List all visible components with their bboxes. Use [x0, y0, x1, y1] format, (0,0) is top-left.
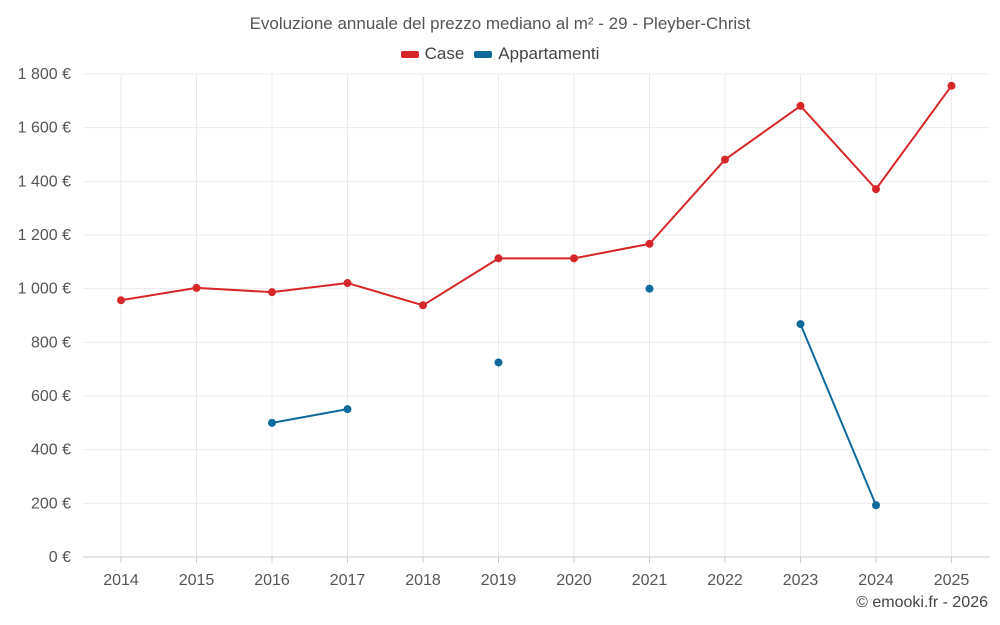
y-tick-label: 200 € — [31, 495, 71, 512]
data-point-case[interactable] — [268, 288, 276, 297]
data-point-appartamenti[interactable] — [343, 405, 352, 414]
series-line-case — [195, 286, 273, 294]
data-point-case[interactable] — [721, 155, 729, 164]
y-tick-label: 600 € — [31, 388, 71, 405]
data-point-case[interactable] — [494, 254, 503, 263]
x-tick-label: 2021 — [632, 572, 668, 589]
y-tick-label: 1 600 € — [18, 120, 71, 137]
series-line-case — [573, 242, 651, 260]
y-tick-label: 1 400 € — [18, 173, 71, 190]
y-tick-label: 400 € — [31, 442, 71, 459]
data-point-case[interactable] — [419, 301, 427, 310]
data-point-case[interactable] — [947, 81, 956, 90]
axes: 0 € 200 € 400 € 600 € 800 € 1 000 € 1 200 € 1 4… — [18, 66, 990, 589]
x-tick-label: 2020 — [556, 572, 592, 589]
x-tick-label: 2025 — [934, 572, 970, 589]
data-point-appartamenti[interactable] — [796, 320, 805, 329]
series-line-case — [120, 286, 198, 302]
x-tick-label: 2015 — [179, 572, 215, 589]
legend-label-case: Case — [424, 44, 465, 63]
series-line-case — [799, 104, 877, 191]
series-line-case — [724, 104, 802, 161]
data-point-case[interactable] — [645, 239, 654, 248]
series-line-case — [422, 257, 500, 307]
data-point-appartamenti[interactable] — [268, 418, 276, 427]
data-point-case[interactable] — [343, 279, 352, 288]
y-tick-label: 1 200 € — [18, 227, 71, 244]
series-line-case — [271, 282, 349, 294]
x-tick-label: 2023 — [783, 572, 819, 589]
x-tick-label: 2018 — [405, 572, 441, 589]
legend-label-appartamenti: Appartamenti — [498, 44, 600, 63]
x-tick-label: 2016 — [254, 572, 290, 589]
y-tick-label: 1 000 € — [18, 281, 71, 298]
chart-title: Evoluzione annuale del prezzo mediano al… — [249, 14, 751, 33]
data-point-appartamenti[interactable] — [494, 358, 503, 367]
y-tick-label: 0 € — [49, 549, 71, 566]
data-point-appartamenti[interactable] — [645, 284, 654, 293]
series — [117, 81, 956, 510]
data-point-appartamenti[interactable] — [872, 501, 880, 510]
data-point-case[interactable] — [117, 296, 125, 305]
data-point-case[interactable] — [872, 185, 880, 194]
legend-item-appartamenti[interactable]: Appartamenti — [474, 44, 599, 64]
series-line-case — [648, 158, 726, 245]
data-point-case[interactable] — [192, 283, 201, 292]
y-tick-label: 1 800 € — [18, 66, 71, 83]
grid — [83, 73, 990, 557]
series-line-case — [346, 282, 424, 307]
legend-swatch-case — [400, 50, 419, 58]
x-tick-label: 2017 — [330, 572, 366, 589]
x-tick-label: 2019 — [481, 572, 517, 589]
credit-text: © emooki.fr - 2026 — [856, 594, 988, 611]
x-tick-label: 2024 — [858, 572, 894, 589]
y-tick-label: 800 € — [31, 334, 71, 351]
legend: Case Appartamenti — [0, 44, 1000, 64]
data-point-case[interactable] — [570, 254, 578, 263]
legend-item-case[interactable]: Case — [400, 44, 465, 64]
data-point-case[interactable] — [796, 101, 805, 110]
x-tick-label: 2014 — [103, 572, 139, 589]
series-line-appartamenti — [799, 323, 877, 507]
legend-swatch-appartamenti — [474, 50, 493, 58]
series-line-appartamenti — [271, 408, 349, 424]
x-tick-label: 2022 — [707, 572, 743, 589]
series-line-case — [875, 84, 953, 191]
